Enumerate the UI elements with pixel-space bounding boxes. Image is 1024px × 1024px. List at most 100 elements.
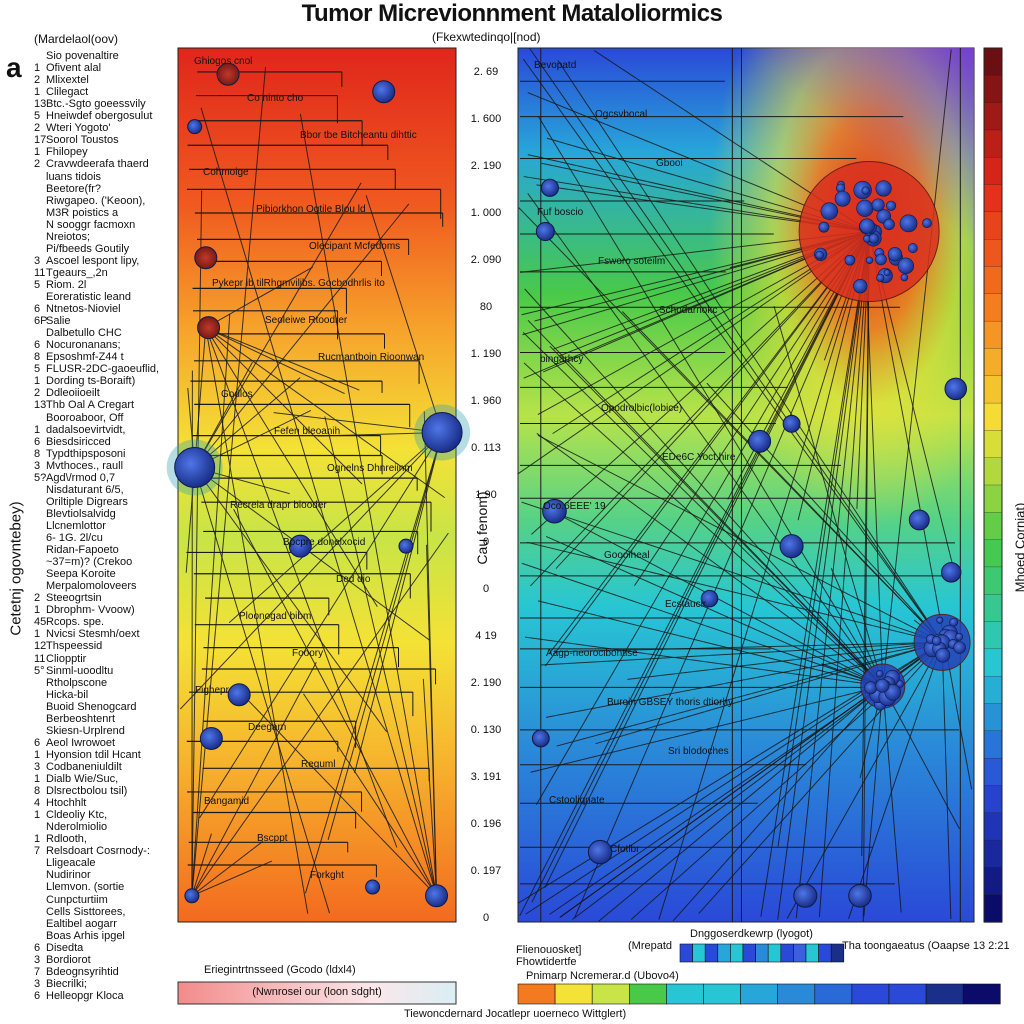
row-label-text: luans tidois xyxy=(46,170,102,183)
right-line xyxy=(777,231,870,920)
right-line xyxy=(862,231,870,922)
row-label: Eoreratistic leand xyxy=(34,291,131,304)
legend2-cell xyxy=(704,943,719,963)
row-label-number: 8 xyxy=(34,351,41,364)
row-label: 3 Codbaneniuldilt xyxy=(34,761,122,774)
left-line xyxy=(191,190,203,896)
right-hub-cell xyxy=(907,243,918,254)
row-label: 6 Ntnetos-Nioviel xyxy=(34,303,121,316)
right-hub-cell xyxy=(859,218,875,234)
legend2-cell xyxy=(742,943,756,963)
left-line xyxy=(324,416,438,896)
legend3-cell xyxy=(888,983,927,1005)
right-hub-cell xyxy=(875,180,892,197)
left-line xyxy=(205,327,345,395)
row-label: 8 Typdthipsposoni xyxy=(34,448,126,461)
row-label: 1 Clilegact xyxy=(34,86,88,99)
left-annotation: Bbor tbe Bitcheantu dihttic xyxy=(300,130,417,141)
row-label: 6 Disedta xyxy=(34,942,83,955)
colorbar-cell xyxy=(983,211,1003,240)
row-label: 2 Cravwdeerafa thaerd xyxy=(34,158,149,171)
colorbar-frame xyxy=(983,47,1003,923)
right-hub-cell xyxy=(883,218,895,231)
left-line xyxy=(327,432,443,841)
right-hub-cell xyxy=(864,681,878,695)
row-label-text: Berbeoshtenrt xyxy=(46,712,116,725)
row-label: Oriltiple Digrears xyxy=(34,496,128,509)
left-annotation: Fighepr xyxy=(195,685,229,696)
left-line xyxy=(273,412,443,434)
row-label-text: Hicka-bil xyxy=(46,688,89,701)
mid-tick-label: 4 19 xyxy=(475,630,497,642)
row-label-text: Thspeessid xyxy=(46,640,103,653)
row-label-text: Ealtibel aogarr xyxy=(46,917,117,930)
right-hub-cell xyxy=(953,641,966,654)
row-label-text: dadalsoevirtvidt, xyxy=(46,423,126,436)
row-label-text: Boas Arhis ipgel xyxy=(46,929,125,942)
row-label-text: Biesdsiricced xyxy=(46,435,111,448)
mid-tick-label: 0 xyxy=(482,912,490,924)
row-label: 8 Epsoshmf-Z44 t xyxy=(34,351,124,364)
right-line xyxy=(518,207,943,643)
vertical-colorbar xyxy=(983,47,1003,923)
row-label-number: 1 xyxy=(34,62,41,75)
right-line xyxy=(848,642,943,919)
row-label-text: Disedta xyxy=(46,941,84,954)
right-line xyxy=(549,685,884,915)
row-label-number: 1 xyxy=(34,604,41,617)
right-line xyxy=(537,600,883,687)
row-label-text: Riom. 2l xyxy=(46,278,87,291)
row-label-number: 6 xyxy=(34,303,41,316)
row-label-number: 1 xyxy=(34,423,41,436)
row-label-text: Booroaboor, Off xyxy=(46,411,124,424)
legend2-cell xyxy=(717,943,731,963)
footer-caption: Tiewoncdernard Jocatlepr uoerneco Wittgl… xyxy=(404,1008,627,1020)
row-label: Berbeoshtenrt xyxy=(34,713,115,726)
right-line xyxy=(574,231,870,919)
colorbar-cell xyxy=(983,676,1003,705)
colorbar-cell xyxy=(983,184,1003,213)
left-line xyxy=(191,532,449,897)
row-label-number: 17 xyxy=(34,134,47,147)
legend3-cell xyxy=(925,983,964,1005)
left-annotation: Pibiorkhon Ogtile Blou ld xyxy=(256,204,366,215)
right-axis-label: Mhoed Corniat) xyxy=(1012,502,1024,593)
right-line xyxy=(536,432,884,687)
legend2-label-a: Flienouosket] Fhowtidertfe xyxy=(516,944,582,968)
center-header: (Fkexwtedinqo|[nod) xyxy=(432,30,541,44)
row-label-text: Salie xyxy=(46,315,71,328)
left-node xyxy=(421,412,463,454)
right-node xyxy=(793,883,818,908)
colorbar-cell xyxy=(983,293,1003,322)
colorbar-cell xyxy=(983,239,1003,268)
row-label-number: 3 xyxy=(34,459,41,472)
right-line xyxy=(595,641,943,745)
row-label: Dalbetullo CHC xyxy=(34,327,122,340)
panel-letter: a xyxy=(6,52,22,83)
row-label-text: Thb Oal A Cregart xyxy=(46,399,135,412)
row-label: 1 Nvicsi Stesmh/oext xyxy=(34,628,140,641)
mid-tick-label: 0 xyxy=(482,536,490,548)
row-label: 3 Mvthoces., raull xyxy=(34,460,123,473)
row-label-text: Hneiwdef obergosulut xyxy=(46,110,153,123)
colorbar-cell xyxy=(983,757,1003,787)
right-line xyxy=(777,231,870,847)
right-line xyxy=(540,641,943,666)
colorbar-cell xyxy=(983,648,1003,677)
row-label: Sio povenaltire xyxy=(34,50,119,63)
row-label: 1 Cldeoliy Ktc, xyxy=(34,809,107,822)
legend2-cell xyxy=(830,943,845,963)
right-annotation: Cfotlbr xyxy=(610,844,640,855)
left-annotation: Ded dio xyxy=(336,574,371,585)
right-line xyxy=(554,511,884,687)
row-label-text: Steeogrtsin xyxy=(46,592,102,605)
left-line xyxy=(194,467,331,914)
legend3-cell xyxy=(740,983,778,1005)
row-label-number: 6 xyxy=(34,435,41,448)
left-annotation: Co ninto cho xyxy=(247,93,304,104)
legend2-swatch xyxy=(679,943,845,963)
row-label-text: Htochhlt xyxy=(46,797,87,810)
legend3-cell xyxy=(814,983,853,1005)
left-axis-label: Cetetnj ogovntebey) xyxy=(7,501,25,636)
row-label-number: 6 xyxy=(34,339,41,352)
